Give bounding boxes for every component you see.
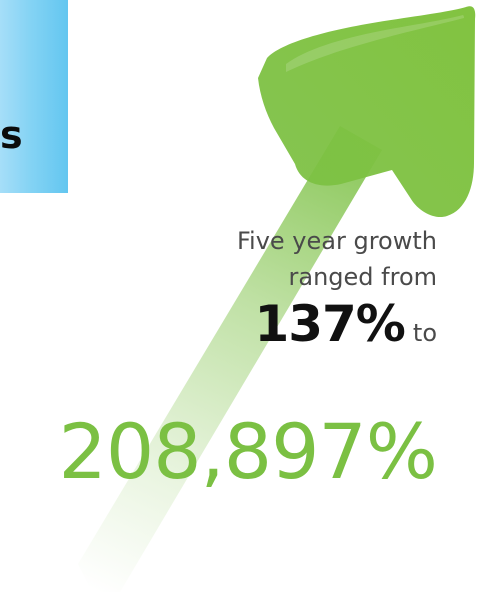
low-growth-value: 137% xyxy=(254,295,405,353)
blue-title-panel: s xyxy=(0,0,68,193)
growth-caption-line-2: ranged from xyxy=(288,263,438,291)
range-connector: to xyxy=(412,319,437,347)
growth-arrow-shaft xyxy=(78,126,382,592)
growth-arrow-highlight xyxy=(286,15,464,72)
growth-caption-line-1: Five year growth xyxy=(236,227,437,255)
growth-arrow-head xyxy=(258,6,476,218)
panel-heading-fragment: s xyxy=(0,113,23,157)
growth-range-line: 137% to xyxy=(117,296,437,364)
high-growth-value: 208,897% xyxy=(58,407,439,496)
